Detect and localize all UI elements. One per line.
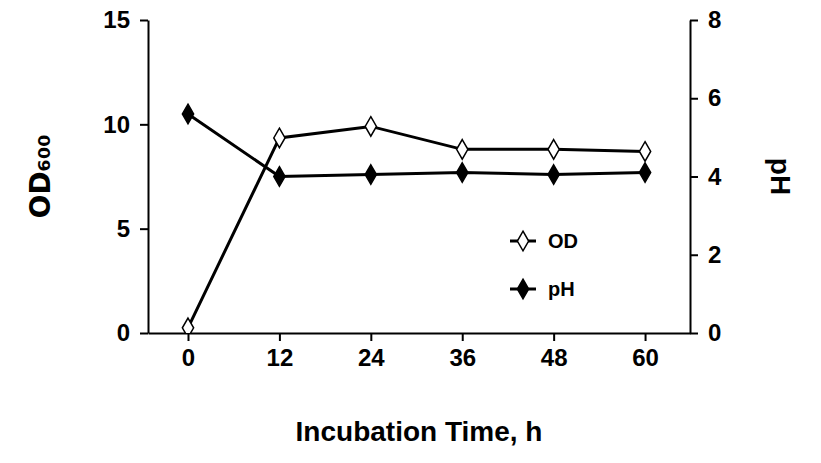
tick-label: 15 bbox=[103, 6, 130, 33]
tick: 12 bbox=[267, 333, 294, 371]
tick-label: 4 bbox=[708, 163, 722, 190]
tick-mark bbox=[690, 254, 698, 256]
marker bbox=[182, 104, 193, 124]
y2-axis-title: pH bbox=[765, 158, 796, 195]
tick-label: 12 bbox=[267, 344, 294, 371]
tick: 24 bbox=[358, 333, 385, 371]
legend-label: OD bbox=[548, 230, 578, 252]
tick-label: 5 bbox=[117, 215, 130, 242]
marker bbox=[365, 165, 376, 185]
axis-line bbox=[149, 333, 691, 335]
series-line bbox=[188, 126, 645, 327]
tick-mark bbox=[553, 333, 555, 341]
tick-mark bbox=[140, 228, 148, 230]
marker bbox=[548, 165, 559, 185]
tick-label: 0 bbox=[182, 344, 195, 371]
legend-item: pH bbox=[510, 278, 575, 300]
legend-label: pH bbox=[548, 278, 575, 300]
marker bbox=[639, 142, 650, 162]
tick-label: 60 bbox=[632, 344, 659, 371]
x-axis-title: Incubation Time, h bbox=[296, 416, 543, 447]
tick: 60 bbox=[632, 333, 659, 371]
tick-label: 0 bbox=[708, 319, 721, 346]
y2-axis: 0 2 4 6 8 bbox=[690, 6, 722, 346]
series-line bbox=[188, 114, 645, 177]
tick: 4 bbox=[690, 163, 722, 190]
marker bbox=[457, 163, 468, 183]
tick: 8 bbox=[690, 6, 721, 33]
tick: 0 bbox=[690, 319, 721, 346]
tick-label: 0 bbox=[117, 319, 130, 346]
tick-label: 8 bbox=[708, 6, 721, 33]
tick-label: 10 bbox=[103, 111, 130, 138]
marker bbox=[639, 163, 650, 183]
chart: 0122436486005101502468ODpHIncubation Tim… bbox=[0, 0, 821, 463]
tick-mark bbox=[140, 20, 148, 22]
tick: 48 bbox=[541, 333, 568, 371]
marker bbox=[274, 167, 285, 187]
legend: OD pH bbox=[510, 230, 578, 300]
tick: 0 bbox=[117, 319, 148, 346]
legend-item: OD bbox=[510, 230, 578, 252]
tick-mark bbox=[187, 333, 189, 341]
marker bbox=[182, 318, 193, 333]
tick-mark bbox=[370, 333, 372, 341]
tick: 15 bbox=[103, 6, 148, 33]
tick-label: 2 bbox=[708, 241, 721, 268]
tick-mark bbox=[140, 333, 148, 335]
tick-mark bbox=[462, 333, 464, 341]
tick-label: 48 bbox=[541, 344, 568, 371]
legend-marker bbox=[517, 279, 528, 299]
y-axis: 0 5 10 15 bbox=[103, 6, 148, 346]
y-axis-title: OD₆₀₀ bbox=[24, 135, 57, 219]
tick: 6 bbox=[690, 84, 721, 111]
axis-line bbox=[148, 21, 150, 334]
plot-area: 0122436486005101502468ODpH bbox=[103, 6, 722, 371]
marker bbox=[365, 117, 376, 137]
tick: 0 bbox=[182, 333, 195, 371]
tick-label: 6 bbox=[708, 84, 721, 111]
marker bbox=[457, 140, 468, 160]
marker bbox=[548, 140, 559, 160]
tick-label: 36 bbox=[449, 344, 476, 371]
tick: 5 bbox=[117, 215, 148, 242]
x-axis: 0 12 24 36 48 60 bbox=[149, 333, 691, 371]
tick-mark bbox=[690, 333, 698, 335]
tick-mark bbox=[140, 124, 148, 126]
tick-mark bbox=[690, 98, 698, 100]
tick-mark bbox=[690, 176, 698, 178]
legend-marker bbox=[517, 231, 528, 251]
tick-mark bbox=[279, 333, 281, 341]
tick: 2 bbox=[690, 241, 721, 268]
marker bbox=[274, 128, 285, 148]
tick-label: 24 bbox=[358, 344, 385, 371]
tick-mark bbox=[645, 333, 647, 341]
tick: 10 bbox=[103, 111, 148, 138]
tick: 36 bbox=[449, 333, 476, 371]
tick-mark bbox=[690, 20, 698, 22]
data-group bbox=[182, 104, 650, 333]
